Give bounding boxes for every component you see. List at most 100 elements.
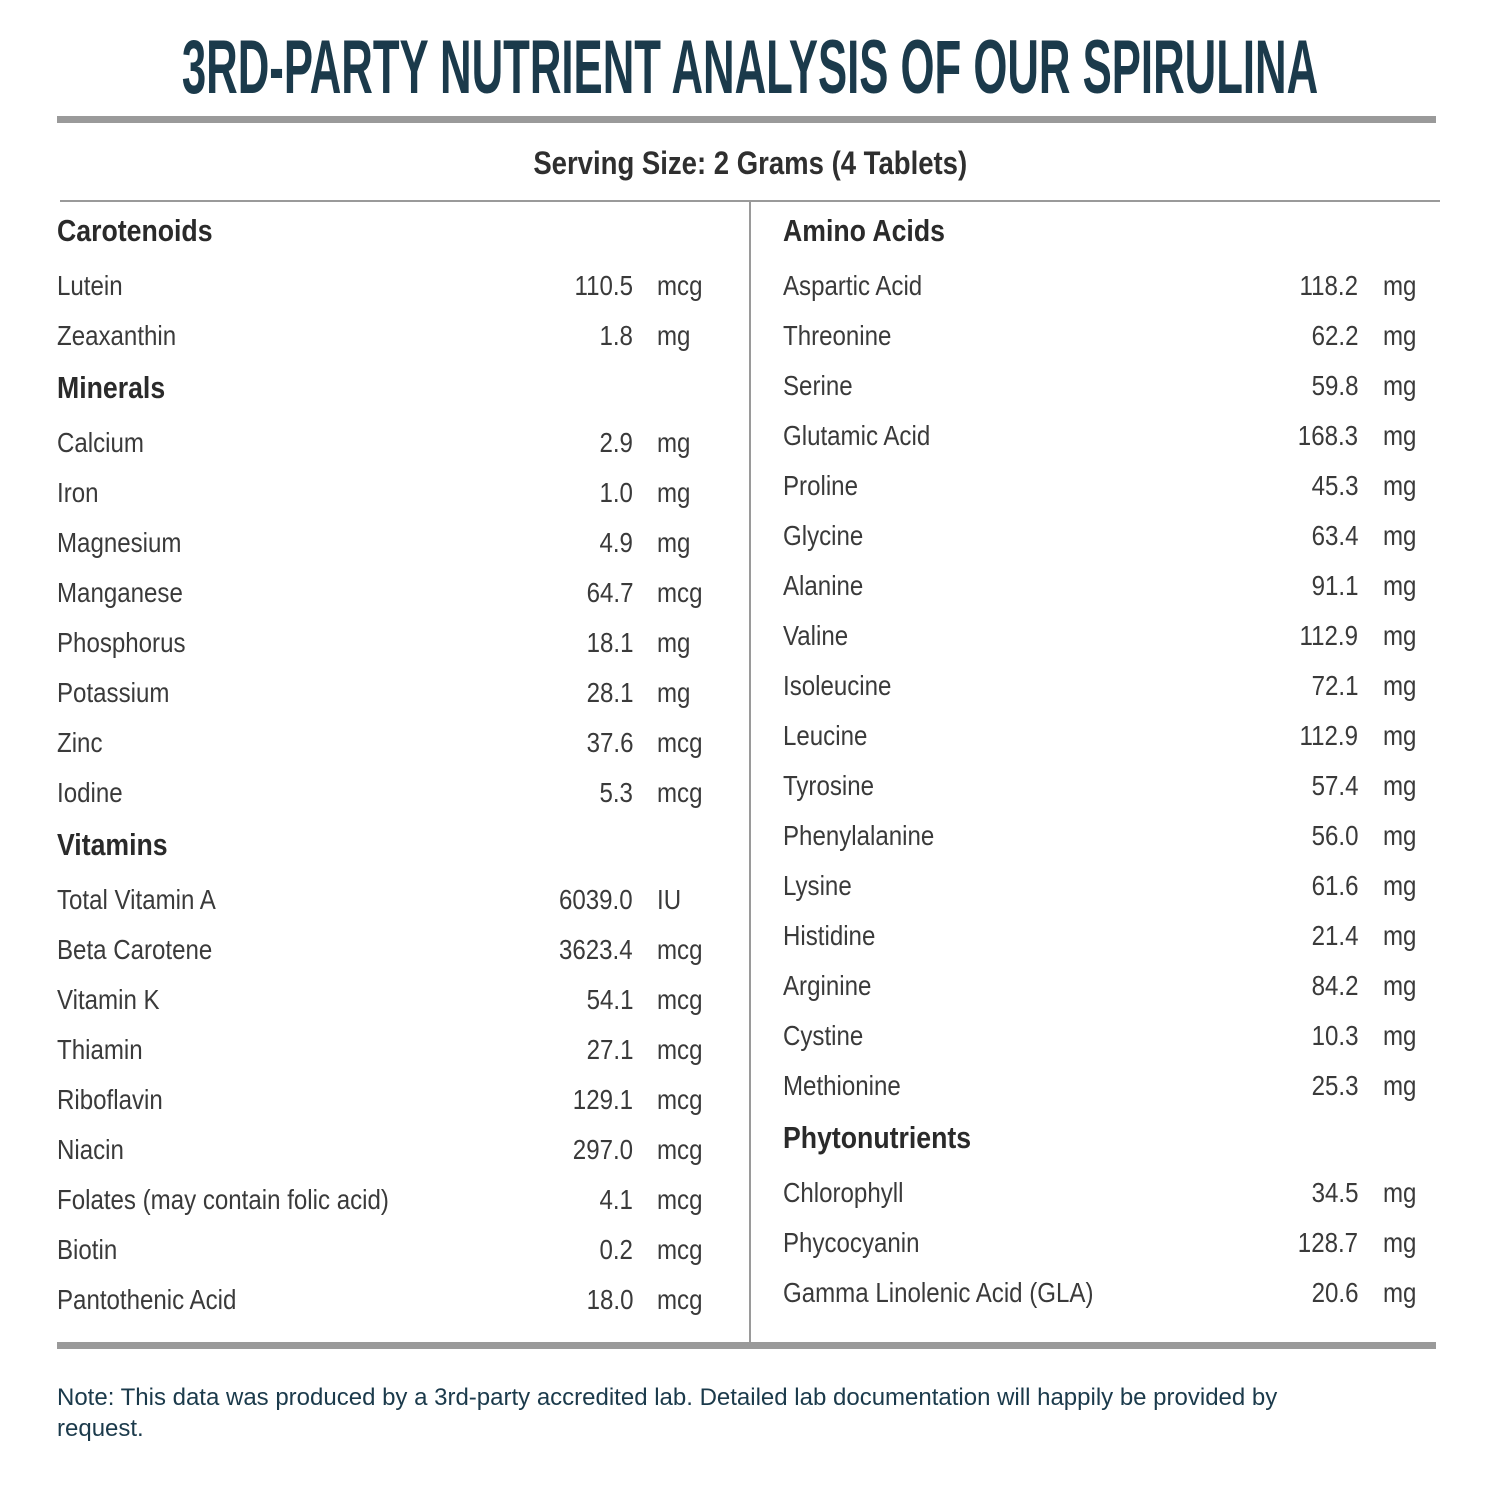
nutrient-value: 2.9 xyxy=(599,427,633,458)
nutrient-value: 1.0 xyxy=(599,477,633,508)
nutrient-name: Iodine xyxy=(57,777,123,808)
nutrient-value: 62.2 xyxy=(1311,320,1358,351)
nutrient-name: Threonine xyxy=(783,320,892,351)
nutrient-value: 61.6 xyxy=(1311,870,1358,901)
nutrient-unit: mcg xyxy=(657,270,703,301)
nutrient-value: 3623.4 xyxy=(559,934,633,965)
nutrient-unit: mg xyxy=(1383,570,1417,601)
nutrient-name: Folates (may contain folic acid) xyxy=(57,1184,389,1215)
nutrient-name: Total Vitamin A xyxy=(57,884,216,915)
nutrient-unit: mg xyxy=(1383,1277,1417,1308)
nutrient-value: 6039.0 xyxy=(559,884,633,915)
nutrient-name: Vitamin K xyxy=(57,984,160,1015)
title: 3RD-PARTY NUTRIENT ANALYSIS OF OUR SPIRU… xyxy=(181,25,1319,110)
nutrient-unit: mg xyxy=(657,527,691,558)
nutrient-unit: mg xyxy=(1383,670,1417,701)
nutrient-value: 4.1 xyxy=(599,1184,633,1215)
nutrient-value: 57.4 xyxy=(1311,770,1358,801)
nutrient-name: Glutamic Acid xyxy=(783,420,931,451)
section-heading: Carotenoids xyxy=(57,213,213,248)
nutrient-value: 18.0 xyxy=(586,1284,633,1315)
nutrient-name: Arginine xyxy=(783,970,872,1001)
nutrient-name: Biotin xyxy=(57,1234,118,1265)
nutrient-name: Methionine xyxy=(783,1070,901,1101)
nutrient-unit: mg xyxy=(1383,720,1417,751)
nutrient-name: Alanine xyxy=(783,570,864,601)
nutrient-value: 56.0 xyxy=(1311,820,1358,851)
nutrient-name: Zeaxanthin xyxy=(57,320,177,351)
nutrient-name: Lysine xyxy=(783,870,852,901)
section-heading: Vitamins xyxy=(57,827,168,862)
nutrient-unit: mg xyxy=(1383,770,1417,801)
nutrient-value: 59.8 xyxy=(1311,370,1358,401)
nutrient-name: Serine xyxy=(783,370,853,401)
column-divider xyxy=(749,201,751,1342)
nutrient-value: 63.4 xyxy=(1311,520,1358,551)
nutrient-name: Riboflavin xyxy=(57,1084,163,1115)
nutrient-name: Lutein xyxy=(57,270,123,301)
nutrient-value: 112.9 xyxy=(1299,620,1358,651)
nutrient-value: 20.6 xyxy=(1311,1277,1358,1308)
nutrient-value: 54.1 xyxy=(586,984,633,1015)
nutrient-unit: mg xyxy=(1383,1020,1417,1051)
nutrient-unit: mg xyxy=(1383,470,1417,501)
nutrient-unit: mg xyxy=(657,477,691,508)
nutrient-unit: mg xyxy=(1383,1070,1417,1101)
section-heading: Minerals xyxy=(57,370,166,405)
nutrient-unit: mg xyxy=(1383,370,1417,401)
nutrient-name: Manganese xyxy=(57,577,183,608)
nutrient-value: 27.1 xyxy=(586,1034,633,1065)
nutrient-value: 84.2 xyxy=(1311,970,1358,1001)
nutrient-name: Calcium xyxy=(57,427,144,458)
nutrient-value: 1.8 xyxy=(599,320,633,351)
bottom-rule xyxy=(57,1342,1436,1349)
nutrient-unit: mg xyxy=(1383,1177,1417,1208)
nutrient-value: 110.5 xyxy=(574,270,633,301)
nutrient-name: Phycocyanin xyxy=(783,1227,920,1258)
nutrient-value: 168.3 xyxy=(1297,420,1358,451)
nutrient-value: 10.3 xyxy=(1311,1020,1358,1051)
serving-size: Serving Size: 2 Grams (4 Tablets) xyxy=(0,145,1500,182)
nutrient-unit: mcg xyxy=(657,934,703,965)
nutrient-name: Isoleucine xyxy=(783,670,892,701)
nutrient-name: Pantothenic Acid xyxy=(57,1284,237,1315)
nutrient-unit: mcg xyxy=(657,1284,703,1315)
nutrient-unit: mg xyxy=(1383,420,1417,451)
nutrient-name: Niacin xyxy=(57,1134,124,1165)
nutrient-name: Histidine xyxy=(783,920,876,951)
nutrient-value: 25.3 xyxy=(1311,1070,1358,1101)
nutrient-name: Aspartic Acid xyxy=(783,270,923,301)
nutrient-unit: mg xyxy=(1383,920,1417,951)
nutrient-name: Cystine xyxy=(783,1020,864,1051)
nutrient-unit: mg xyxy=(1383,970,1417,1001)
nutrient-name: Iron xyxy=(57,477,99,508)
nutrient-unit: mg xyxy=(1383,320,1417,351)
nutrient-name: Beta Carotene xyxy=(57,934,213,965)
nutrient-unit: mg xyxy=(657,627,691,658)
nutrient-value: 64.7 xyxy=(586,577,633,608)
nutrient-unit: mg xyxy=(1383,870,1417,901)
nutrient-unit: mg xyxy=(1383,1227,1417,1258)
nutrient-value: 129.1 xyxy=(572,1084,633,1115)
nutrient-unit: mcg xyxy=(657,1234,703,1265)
nutrient-unit: mcg xyxy=(657,1134,703,1165)
nutrient-value: 34.5 xyxy=(1311,1177,1358,1208)
nutrient-name: Zinc xyxy=(57,727,103,758)
nutrient-name: Magnesium xyxy=(57,527,182,558)
nutrient-name: Chlorophyll xyxy=(783,1177,904,1208)
nutrient-value: 4.9 xyxy=(599,527,633,558)
top-rule xyxy=(57,116,1436,123)
nutrient-name: Leucine xyxy=(783,720,868,751)
nutrient-unit: mcg xyxy=(657,1084,703,1115)
nutrient-value: 0.2 xyxy=(599,1234,633,1265)
nutrient-unit: mcg xyxy=(657,984,703,1015)
nutrient-value: 128.7 xyxy=(1297,1227,1358,1258)
nutrient-name: Phosphorus xyxy=(57,627,186,658)
nutrient-unit: mcg xyxy=(657,1034,703,1065)
nutrient-name: Glycine xyxy=(783,520,864,551)
nutrient-unit: mg xyxy=(1383,520,1417,551)
nutrient-unit: mcg xyxy=(657,777,703,808)
nutrient-unit: mcg xyxy=(657,577,703,608)
nutrient-unit: mg xyxy=(657,320,691,351)
